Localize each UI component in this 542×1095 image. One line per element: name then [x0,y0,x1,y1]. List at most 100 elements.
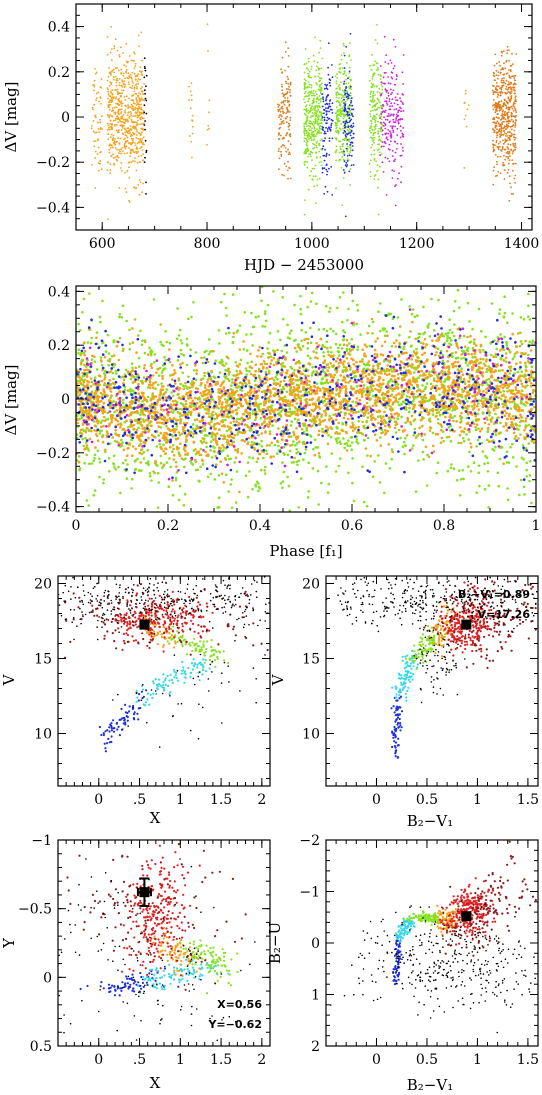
lightcurve-point [503,164,506,167]
lightcurve-point [113,142,116,145]
lightcurve-point [497,77,499,80]
lightcurve-point [99,127,102,129]
lightcurve-point [330,122,333,125]
phased-point [357,419,361,423]
lightcurve-point [344,103,347,106]
phased-point [499,421,502,425]
lightcurve-point [125,71,128,74]
lightcurve-point [284,80,287,83]
lightcurve-point [97,138,100,140]
phased-point [202,440,206,444]
phased-point [170,391,173,394]
lightcurve-point [390,71,393,74]
phased-point [412,433,416,437]
lightcurve-point [348,117,351,119]
lightcurve-point [98,100,100,103]
lightcurve-point [145,85,147,88]
lightcurve-point [286,99,289,102]
lightcurve-point [303,92,306,95]
lightcurve-point [281,137,284,140]
lightcurve-point [342,169,345,171]
lightcurve-point [124,99,127,101]
lightcurve-point [119,167,122,169]
lightcurve-point [136,162,139,164]
lightcurve-point [99,121,102,124]
lightcurve-point [503,62,505,64]
phased-point [157,481,160,484]
lightcurve-point [506,135,509,137]
phased-point [522,485,526,489]
lightcurve-point [378,92,381,94]
lightcurve-point [112,76,115,79]
lightcurve-point [494,87,497,89]
lightcurve-point [515,100,517,103]
lightcurve-point [400,181,402,184]
phased-point [199,447,203,451]
phased-point [107,363,110,367]
phased-point [309,356,312,360]
lightcurve-point [285,112,288,114]
lightcurve-point [283,162,286,165]
lightcurve-point [351,104,354,107]
phased-point [309,300,313,303]
phased-point [385,421,388,425]
lightcurve-point [350,149,352,152]
lightcurve-point [335,87,338,90]
lightcurve-point [136,103,139,105]
lightcurve-point [321,138,323,141]
phased-point [458,337,461,340]
lightcurve-point [303,122,306,125]
phased-point [481,383,484,387]
phased-point [83,378,87,382]
lightcurve-point [93,84,95,86]
lightcurve-point [277,106,280,108]
phased-point [364,364,367,367]
phased-point [506,321,509,325]
lightcurve-point [496,128,498,131]
phased-point [382,328,385,332]
lightcurve-point [385,97,388,99]
lightcurve-point [106,87,109,89]
lightcurve-point [346,92,348,94]
phased-point [403,444,407,447]
lightcurve-point [129,128,132,131]
lightcurve-point [127,120,129,123]
lightcurve-point [125,145,128,148]
lightcurve-point [379,65,382,67]
lightcurve-point [317,102,320,105]
phased-point [494,445,497,449]
lightcurve-point [110,155,113,158]
lightcurve-point [509,139,511,142]
lightcurve-point [94,187,97,189]
lightcurve-point [135,124,138,127]
lightcurve-point [513,86,515,89]
phased-point [194,468,198,472]
phased-point [398,333,401,337]
lightcurve-point [371,128,374,131]
lightcurve-point [144,67,146,70]
lightcurve-point [134,125,136,128]
lightcurve-point [283,174,285,177]
lightcurve-point [386,138,389,141]
lightcurve-point [502,142,505,145]
lightcurve-point [509,65,512,67]
lightcurve-point [136,111,139,114]
phased-point [452,467,456,471]
lightcurve-point [380,127,383,129]
lightcurve-point [500,68,502,71]
lightcurve-point [344,215,347,218]
phased-point [118,336,122,340]
lightcurve-point [111,98,113,101]
phased-point [522,317,526,321]
lightcurve-point [395,108,398,110]
lightcurve-point [306,166,309,169]
phased-point [325,340,329,344]
lightcurve-point [107,88,109,91]
phased-point [181,371,184,375]
phased-point [311,467,315,470]
lightcurve-point [303,63,306,65]
lightcurve-point [338,93,340,95]
lightcurve-point [142,99,145,101]
lightcurve-point [303,125,305,128]
lightcurve-point [120,94,122,97]
